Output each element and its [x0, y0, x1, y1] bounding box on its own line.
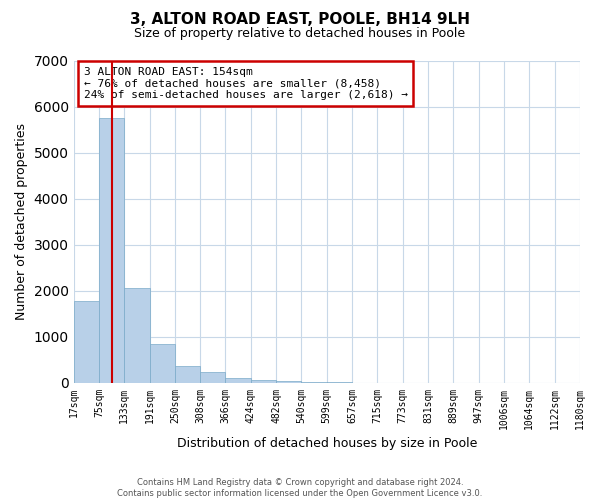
Bar — [99, 118, 124, 382]
Y-axis label: Number of detached properties: Number of detached properties — [15, 123, 28, 320]
Bar — [200, 372, 226, 382]
Bar — [74, 301, 99, 382]
Bar — [226, 378, 251, 382]
Text: 3 ALTON ROAD EAST: 154sqm
← 76% of detached houses are smaller (8,458)
24% of se: 3 ALTON ROAD EAST: 154sqm ← 76% of detac… — [83, 67, 407, 100]
Bar — [124, 288, 149, 382]
Text: 3, ALTON ROAD EAST, POOLE, BH14 9LH: 3, ALTON ROAD EAST, POOLE, BH14 9LH — [130, 12, 470, 28]
Text: Size of property relative to detached houses in Poole: Size of property relative to detached ho… — [134, 28, 466, 40]
Bar — [251, 380, 276, 382]
Text: Contains HM Land Registry data © Crown copyright and database right 2024.
Contai: Contains HM Land Registry data © Crown c… — [118, 478, 482, 498]
X-axis label: Distribution of detached houses by size in Poole: Distribution of detached houses by size … — [176, 437, 477, 450]
Bar — [149, 344, 175, 383]
Bar — [175, 366, 200, 382]
